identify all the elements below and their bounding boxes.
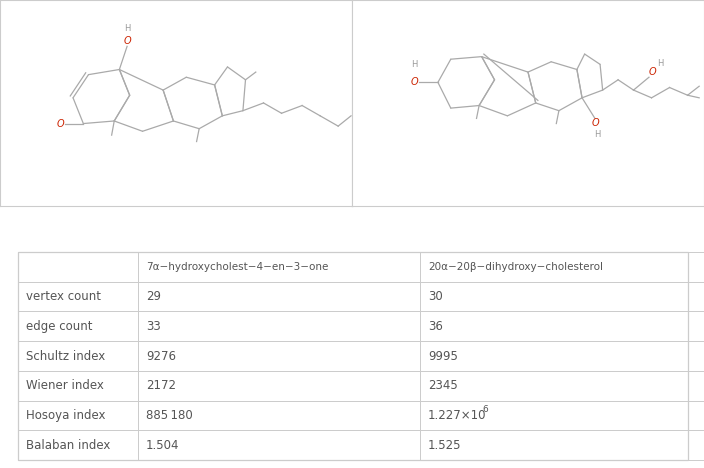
Text: Balaban index: Balaban index <box>26 439 111 452</box>
Text: 9276: 9276 <box>146 350 176 363</box>
Text: O: O <box>56 118 64 129</box>
Text: O: O <box>123 37 131 46</box>
Bar <box>138 282 420 312</box>
Bar <box>420 430 704 460</box>
Bar <box>420 312 704 341</box>
Text: 33: 33 <box>146 320 161 333</box>
Bar <box>420 282 704 312</box>
Text: edge count: edge count <box>26 320 92 333</box>
Bar <box>138 401 420 430</box>
Text: 2345: 2345 <box>428 379 458 392</box>
Bar <box>138 341 420 371</box>
Text: H: H <box>657 59 663 68</box>
Text: O: O <box>411 77 419 88</box>
Bar <box>18 341 138 371</box>
Bar <box>138 371 420 401</box>
Text: O: O <box>649 67 657 77</box>
Text: vertex count: vertex count <box>26 290 101 303</box>
Text: 29: 29 <box>146 290 161 303</box>
Text: 20α−20β−dihydroxy−cholesterol: 20α−20β−dihydroxy−cholesterol <box>428 262 603 272</box>
Text: O: O <box>591 118 598 128</box>
Text: 885 180: 885 180 <box>146 409 193 422</box>
Text: 9995: 9995 <box>428 350 458 363</box>
Bar <box>420 252 704 282</box>
Bar <box>18 252 688 460</box>
Text: Wiener index: Wiener index <box>26 379 104 392</box>
Text: 1.227×10: 1.227×10 <box>428 409 486 422</box>
Text: 6: 6 <box>482 405 488 414</box>
Text: 2172: 2172 <box>146 379 176 392</box>
Bar <box>18 371 138 401</box>
Bar <box>138 312 420 341</box>
Text: Schultz index: Schultz index <box>26 350 106 363</box>
Bar <box>18 401 138 430</box>
Text: 7α−hydroxycholest−4−en−3−one: 7α−hydroxycholest−4−en−3−one <box>146 262 328 272</box>
Text: H: H <box>594 130 601 139</box>
Bar <box>420 341 704 371</box>
Text: H: H <box>412 60 418 69</box>
Bar <box>420 401 704 430</box>
Bar <box>18 282 138 312</box>
Text: 1.504: 1.504 <box>146 439 180 452</box>
Text: 36: 36 <box>428 320 443 333</box>
Bar <box>18 252 138 282</box>
Bar <box>420 371 704 401</box>
Bar <box>138 252 420 282</box>
Text: 30: 30 <box>428 290 443 303</box>
Text: H: H <box>124 24 130 33</box>
Bar <box>18 430 138 460</box>
Text: Hosoya index: Hosoya index <box>26 409 106 422</box>
Text: 1.525: 1.525 <box>428 439 462 452</box>
Bar <box>138 430 420 460</box>
Bar <box>18 312 138 341</box>
